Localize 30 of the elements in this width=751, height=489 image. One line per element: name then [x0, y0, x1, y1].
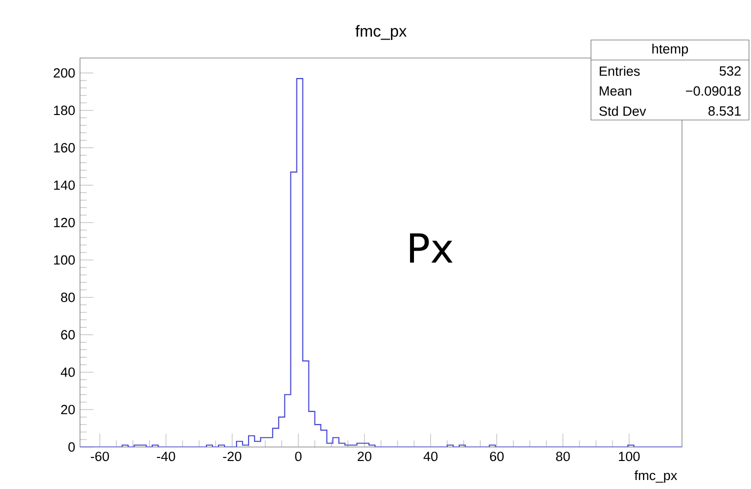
y-tick-label: 60	[61, 330, 75, 340]
y-tick-label: 0	[68, 442, 75, 452]
x-tick-label: -60	[90, 452, 109, 462]
x-tick-label: -20	[223, 452, 242, 462]
y-tick-label: 180	[54, 106, 75, 116]
y-tick-label: 80	[61, 292, 75, 302]
y-tick-label: 140	[54, 180, 75, 190]
annotation: Px	[410, 233, 453, 263]
y-tick-label: 200	[54, 68, 75, 78]
x-tick-label: 20	[358, 452, 372, 462]
text: 532	[720, 66, 741, 76]
x-tick-label: 80	[556, 452, 570, 462]
text: −0.09018	[686, 86, 741, 96]
y-tick-label: 40	[60, 367, 75, 377]
annotation: Mean	[600, 86, 632, 96]
y-tick-label: 160	[54, 143, 75, 152]
x-tick-label: 60	[490, 452, 504, 462]
x-axis-title: fmc_px	[634, 470, 678, 483]
annotation: Entries	[600, 66, 640, 76]
x-tick-label: 100	[618, 452, 640, 462]
x-tick-label: 40	[424, 452, 438, 462]
y-tick-label: 20	[61, 404, 75, 414]
chart-title: fmc_px	[355, 25, 407, 40]
text: htemp	[652, 44, 688, 56]
x-tick-label: 0	[295, 452, 302, 462]
x-tick-label: -40	[156, 452, 176, 462]
text: 8.531	[708, 106, 741, 116]
y-tick-label: 100	[54, 255, 75, 265]
y-tick-label: 120	[54, 218, 75, 228]
annotation: Std Dev	[599, 106, 646, 116]
